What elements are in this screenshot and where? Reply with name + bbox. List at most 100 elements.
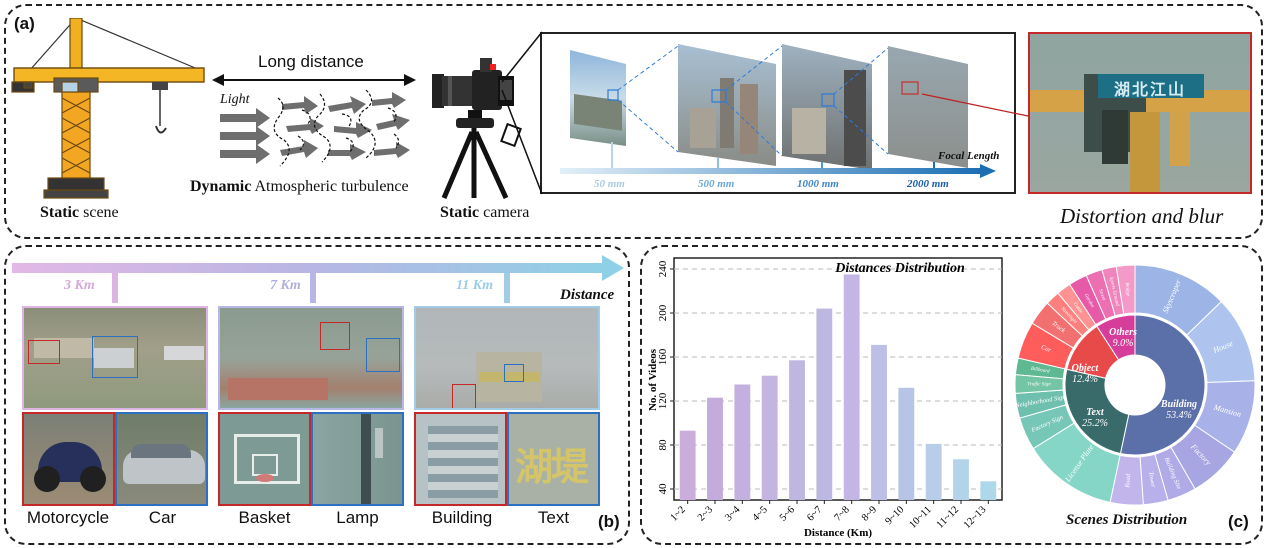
turbulence-caption: Dynamic Atmospheric turbulence — [190, 178, 409, 195]
bar-1~2 — [679, 430, 696, 500]
object-label-building: Building — [431, 508, 493, 527]
distance-axis-label: Distance — [560, 287, 615, 303]
sunburst-outer-label: Traffic Sign — [1027, 382, 1051, 387]
y-tick-label: 40 — [657, 483, 669, 495]
y-tick-label: 120 — [657, 392, 669, 409]
sunburst-outer-label: Sports Ground — [1108, 277, 1119, 307]
long-distance-arrow — [212, 74, 416, 86]
x-tick-label: 2~3 — [696, 504, 715, 523]
bar-7~8 — [843, 274, 860, 500]
plot-frame — [673, 257, 1003, 501]
panel-a-tag: (a) — [14, 14, 35, 33]
distortion-photo: 湖北江山 — [1028, 32, 1252, 194]
scene-photo-7km — [218, 306, 404, 410]
static-scene-caption: Static scene — [40, 204, 119, 221]
object-label-motorcycle: Motorcycle — [26, 508, 110, 527]
bar-2~3 — [707, 397, 723, 500]
scene-photo-3km — [22, 306, 208, 410]
x-tick-label: 10~11 — [907, 504, 933, 530]
sunburst-outer-label: Bridge — [1124, 282, 1130, 297]
sunburst-outer-label: Cattle — [1072, 302, 1084, 315]
sunburst-inner-label: Text — [1086, 407, 1105, 418]
y-tick-label: 200 — [657, 304, 669, 321]
y-tick-label: 240 — [657, 260, 669, 277]
light-label: Light — [220, 92, 250, 107]
distortion-connector — [921, 93, 1029, 117]
object-label-car: Car — [148, 508, 177, 527]
chart-xlabel: Distance (Km) — [804, 527, 872, 539]
object-label-lamp: Lamp — [336, 508, 379, 527]
zoom-connector-lines — [501, 31, 543, 195]
distortion-sign-text: 湖北江山 — [1114, 82, 1187, 99]
focal-length-photos — [560, 44, 996, 178]
crane-icon — [11, 18, 205, 199]
static-camera-caption: Static camera — [440, 204, 530, 221]
focal-value-50: 50 mm — [594, 178, 625, 190]
x-tick-label: 3~4 — [723, 504, 743, 524]
panel-b — [4, 245, 630, 545]
long-distance-label: Long distance — [258, 52, 364, 71]
x-tick-label: 1~2 — [669, 504, 688, 523]
bar-8~9 — [871, 344, 887, 500]
km-label-3: 3 Km — [64, 278, 95, 293]
bar-6~7 — [816, 308, 833, 500]
x-tick-label: 11~12 — [935, 504, 961, 530]
sunburst-inner-value: 9.0% — [1113, 338, 1134, 349]
bar-5~6 — [789, 360, 805, 500]
distance-axis — [12, 255, 624, 303]
y-tick-label: 80 — [657, 439, 669, 451]
sunburst-inner-label: Others — [1109, 327, 1137, 338]
scenes-title: Scenes Distribution — [1066, 512, 1188, 528]
km-label-11: 11 Km — [456, 278, 493, 293]
chart-title: Distances Distribution — [834, 261, 965, 276]
panel-c — [640, 245, 1263, 545]
sunburst-inner-value: 25.2% — [1082, 418, 1108, 429]
x-tick-label: 9~10 — [884, 504, 907, 527]
km-label-7: 7 Km — [270, 278, 301, 293]
bar-9~10 — [898, 387, 915, 500]
sunburst-outer-label: Billboard — [1030, 367, 1050, 375]
sunburst-inner-value: 12.4% — [1072, 374, 1098, 385]
sunburst-inner-value: 53.4% — [1166, 410, 1192, 421]
sunburst-outer-label: Street — [1097, 289, 1106, 302]
sunburst-outer-label: Car — [1040, 344, 1052, 354]
bar-4~5 — [761, 375, 778, 500]
x-tick-label: 4~5 — [751, 504, 770, 523]
x-tick-label: 5~6 — [778, 504, 797, 523]
focal-length-label: Focal Length — [938, 150, 1000, 162]
focal-value-500: 500 mm — [698, 178, 735, 190]
panel-c-tag: (c) — [1228, 512, 1249, 531]
camera-icon — [432, 58, 522, 200]
sunburst-outer-label: Road — [1124, 473, 1132, 489]
x-tick-label: 6~7 — [805, 504, 824, 523]
sunburst-outer-label: Tower — [1147, 471, 1157, 488]
crop-basket — [218, 412, 311, 506]
crop-car — [115, 412, 208, 506]
chart-ylabel: No. of Videos — [647, 348, 659, 411]
x-tick-label: 12~13 — [962, 504, 989, 531]
crop-building — [414, 412, 507, 506]
y-tick-label: 160 — [657, 348, 669, 365]
bar-11~12 — [953, 459, 969, 500]
sunburst-outer-label: Garden — [1083, 293, 1095, 309]
x-tick-label: 8~9 — [860, 504, 879, 523]
bar-12~13 — [980, 481, 997, 500]
object-label-text: Text — [537, 508, 570, 527]
crop-text-sign: 湖堤 — [515, 447, 589, 489]
crop-text: 湖堤 — [507, 412, 600, 506]
distance-bar-chart: 40 80 120 160 200 240 1~2 2~3 3~4 4~5 5~6 6~7 7~8 8~… — [647, 257, 1003, 539]
turbulence-illustration — [220, 89, 410, 167]
x-tick-label: 7~8 — [833, 504, 852, 523]
panel-a — [4, 4, 1263, 239]
sunburst-inner-label: Object — [1072, 363, 1100, 374]
bar-10~11 — [925, 443, 942, 500]
sunburst-inner-label: Building — [1160, 399, 1197, 410]
crop-motorcycle — [22, 412, 115, 506]
crop-lamp — [311, 412, 404, 506]
panel-b-tag: (b) — [598, 512, 620, 531]
scene-photo-11km — [414, 306, 600, 410]
focal-value-1000: 1000 mm — [797, 178, 839, 190]
object-label-basket: Basket — [238, 508, 291, 527]
sunburst-outer-bridge — [1115, 264, 1136, 315]
